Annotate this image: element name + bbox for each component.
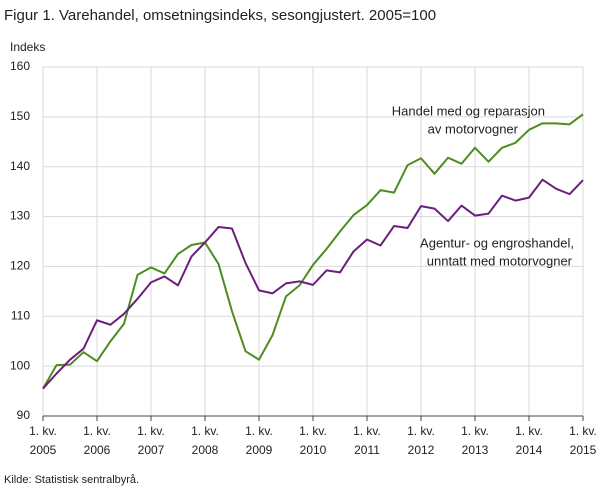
legend-label: Agentur- og engroshandel, <box>420 235 574 250</box>
x-tick-label: 2005 <box>30 443 57 457</box>
x-tick-label: 2011 <box>354 443 380 457</box>
x-tick-label: 2013 <box>462 443 489 457</box>
y-axis-label: Indeks <box>10 40 45 54</box>
x-tick-label: 1. kv. <box>245 424 273 438</box>
series-line <box>42 178 584 390</box>
y-tick-label: 130 <box>10 209 30 223</box>
chart-title: Figur 1. Varehandel, omsetningsindeks, s… <box>4 7 436 24</box>
legend-label: Handel med og reparasjon <box>392 103 545 118</box>
series-line <box>42 113 584 390</box>
x-tick-label: 1. kv. <box>29 424 57 438</box>
x-tick-label: 1. kv. <box>191 424 219 438</box>
x-tick-label: 2012 <box>408 443 435 457</box>
y-tick-label: 160 <box>10 59 30 73</box>
x-tick-label: 2009 <box>246 443 273 457</box>
legend-label: unntatt med motorvogner <box>427 253 573 268</box>
legend-label: av motorvogner <box>428 121 519 136</box>
y-tick-label: 110 <box>11 308 30 322</box>
source: Kilde: Statistisk sentralbyrå. <box>4 474 139 486</box>
x-tick-label: 2008 <box>192 443 219 457</box>
y-tick-label: 90 <box>17 408 31 422</box>
x-tick-label: 1. kv. <box>569 424 597 438</box>
y-tick-label: 100 <box>10 358 30 372</box>
x-tick-label: 1. kv. <box>461 424 489 438</box>
x-tick-label: 1. kv. <box>515 424 543 438</box>
x-tick-label: 1. kv. <box>299 424 327 438</box>
x-tick-label: 1. kv. <box>83 424 111 438</box>
x-tick-label: 1. kv. <box>137 424 165 438</box>
x-tick-label: 2010 <box>300 443 327 457</box>
x-tick-label: 2007 <box>138 443 165 457</box>
x-tick-label: 2015 <box>570 443 597 457</box>
x-tick-label: 2014 <box>516 443 543 457</box>
x-tick-label: 2006 <box>84 443 111 457</box>
x-tick-label: 1. kv. <box>407 424 435 438</box>
y-tick-label: 150 <box>10 109 30 123</box>
y-tick-label: 120 <box>10 259 30 273</box>
x-tick-label: 1. kv. <box>353 424 381 438</box>
y-tick-label: 140 <box>10 159 30 173</box>
